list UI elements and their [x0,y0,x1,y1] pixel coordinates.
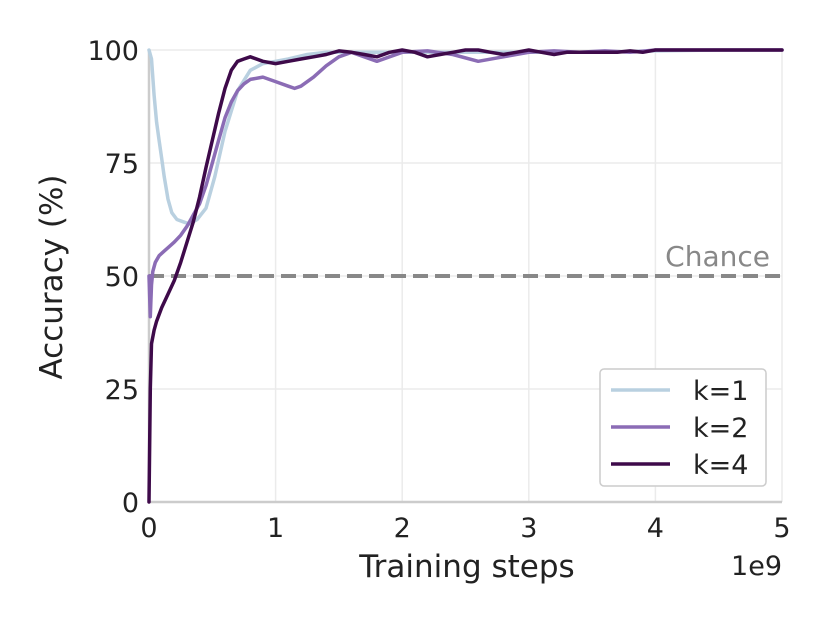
x-offset-label: 1e9 [731,551,782,582]
y-axis-title: Accuracy (%) [34,174,70,379]
legend-label: k=1 [693,376,748,407]
y-tick-label: 75 [105,149,139,180]
x-tick-label: 3 [520,513,537,544]
x-tick-label: 5 [773,513,790,544]
y-tick-label: 25 [105,375,139,406]
y-tick-label: 50 [105,262,139,293]
y-tick-label: 0 [122,488,139,519]
x-tick-label: 4 [647,513,664,544]
series-lines [147,48,784,504]
legend: k=1 k=2 k=4 [599,368,767,487]
legend-label: k=2 [693,413,748,444]
chance-label: Chance [665,240,770,273]
legend-label: k=4 [693,450,748,481]
x-tick-label: 2 [394,513,411,544]
legend-box [599,368,767,487]
x-tick-label: 0 [140,513,157,544]
series-line-k1 [147,48,784,226]
x-tick-label: 1 [267,513,284,544]
series-line-k4 [147,48,784,504]
x-axis-title: Training steps [358,549,574,585]
y-tick-label: 100 [87,36,139,67]
